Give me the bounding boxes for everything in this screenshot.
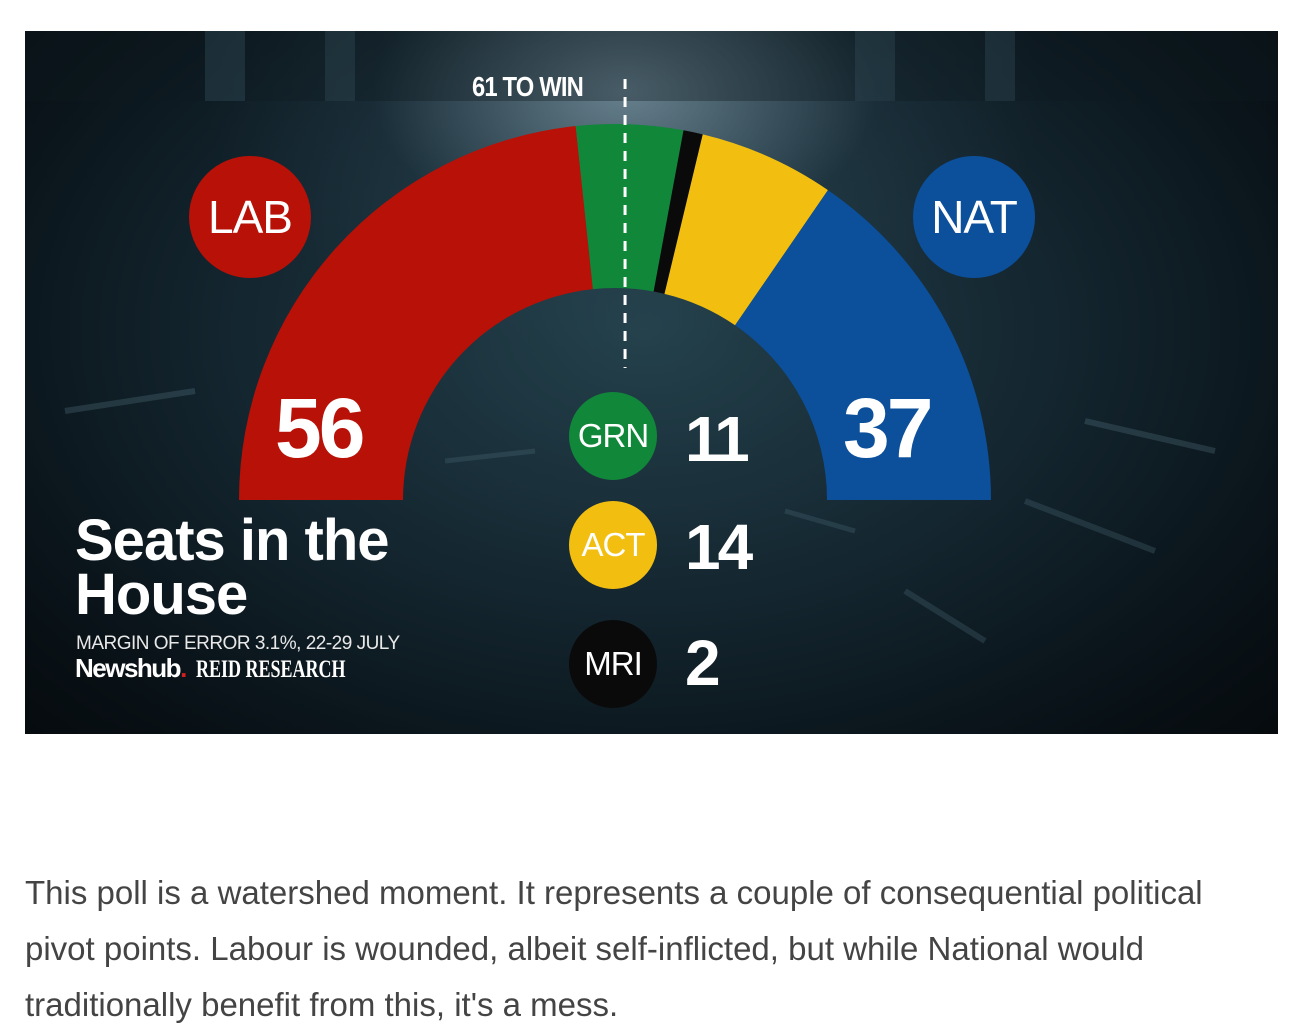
arc-segment-nat xyxy=(735,190,991,501)
seat-count-lab: 56 xyxy=(275,381,365,475)
party-badge-grn: GRN xyxy=(569,392,657,480)
poll-graphic: 61 TO WIN LAB NAT 56 37 GRN 11 ACT 14 MR… xyxy=(25,31,1278,734)
party-badge-lab: LAB xyxy=(189,156,311,278)
party-badge-nat: NAT xyxy=(913,156,1035,278)
seat-count-mri: 2 xyxy=(685,627,721,699)
chart-title: Seats in the House xyxy=(75,508,390,627)
parliament-chart xyxy=(25,31,1278,644)
seat-count-grn: 11 xyxy=(685,403,750,475)
party-badge-act: ACT xyxy=(569,501,657,589)
chart-subtitle: MARGIN OF ERROR 3.1%, 22-29 JULY xyxy=(76,633,400,654)
seat-count-nat: 37 xyxy=(843,381,933,475)
source-credit: Newshub. REID RESEARCH xyxy=(75,653,404,684)
arc-segment-lab xyxy=(239,126,593,501)
arc-segment-grn xyxy=(575,124,684,292)
threshold-label: 61 TO WIN xyxy=(472,71,584,102)
seat-arc xyxy=(239,124,991,501)
newshub-logo: Newshub. xyxy=(75,653,187,683)
chamber-background xyxy=(25,31,1278,644)
reid-research-logo: REID RESEARCH xyxy=(196,656,346,683)
arc-segment-mri xyxy=(653,130,703,294)
arc-segment-act xyxy=(664,134,828,326)
seat-count-act: 14 xyxy=(685,511,753,583)
party-badge-mri: MRI xyxy=(569,620,657,708)
